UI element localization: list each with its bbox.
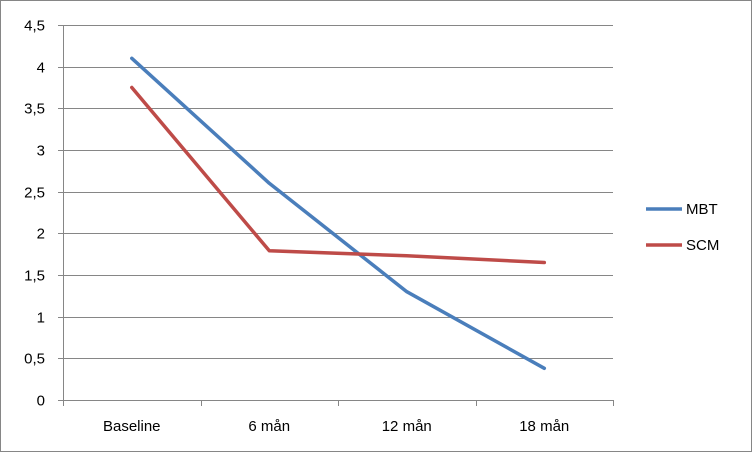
series-line-mbt bbox=[130, 56, 547, 371]
y-tick-label: 2 bbox=[37, 226, 45, 243]
y-tick-label: 2,5 bbox=[24, 185, 45, 202]
x-tick-label: 12 mån bbox=[382, 418, 432, 435]
gridlines bbox=[63, 25, 613, 359]
x-tick-label: Baseline bbox=[103, 418, 161, 435]
y-tick-labels: 0 0,5 1 1,5 2 2,5 3 3,5 4 4,5 bbox=[24, 18, 45, 410]
y-tick-label: 4 bbox=[37, 60, 45, 77]
y-tick-label: 1 bbox=[37, 310, 45, 327]
y-tick-label: 0,5 bbox=[24, 351, 45, 368]
legend-label-scm: SCM bbox=[686, 237, 719, 254]
y-tick-label: 1,5 bbox=[24, 268, 45, 285]
y-tick-label: 0 bbox=[37, 393, 45, 410]
x-tick-label: 6 mån bbox=[248, 418, 290, 435]
y-tick-label: 3,5 bbox=[24, 101, 45, 118]
x-tick-labels: Baseline 6 mån 12 mån 18 mån bbox=[103, 418, 569, 435]
series-line-scm bbox=[130, 85, 547, 265]
y-tick-label: 3 bbox=[37, 143, 45, 160]
axes bbox=[58, 25, 614, 406]
series-lines bbox=[130, 56, 547, 371]
legend: MBT SCM bbox=[646, 201, 719, 254]
x-tick-label: 18 mån bbox=[519, 418, 569, 435]
y-tick-label: 4,5 bbox=[24, 18, 45, 35]
legend-label-mbt: MBT bbox=[686, 201, 718, 218]
